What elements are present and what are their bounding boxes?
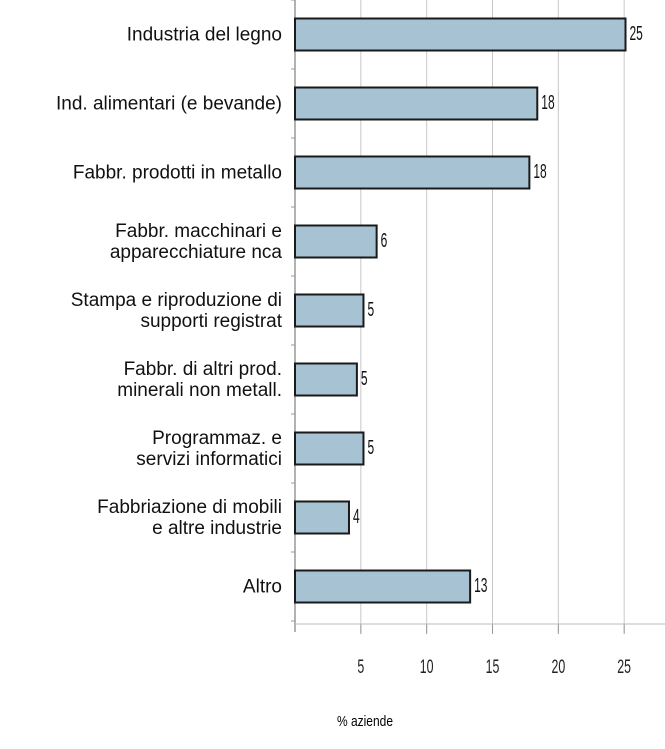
data-label: 18 — [541, 92, 554, 114]
y-tick-label: Fabbriazione di mobili e altre industrie — [97, 496, 282, 539]
bar — [294, 500, 350, 535]
y-tick-label: Stampa e riproduzione di supporti regist… — [70, 289, 282, 332]
data-label: 18 — [533, 161, 546, 183]
bar — [294, 86, 539, 121]
bar — [294, 17, 627, 52]
data-label: 25 — [629, 23, 642, 45]
bar — [294, 431, 365, 466]
bar — [294, 362, 358, 397]
bar — [294, 224, 378, 259]
bar — [294, 155, 531, 190]
bar — [294, 293, 365, 328]
bar — [294, 569, 472, 604]
data-label: 13 — [474, 575, 487, 597]
y-tick-label: Programmaz. e servizi informatici — [136, 427, 282, 470]
x-axis-title: % aziende — [337, 713, 393, 730]
data-label: 4 — [353, 506, 360, 528]
x-tick-label: 25 — [617, 656, 631, 677]
y-tick-label: Fabbr. di altri prod. minerali non metal… — [117, 358, 282, 401]
data-label: 5 — [361, 368, 368, 390]
y-tick-label: Fabbr. prodotti in metallo — [72, 162, 282, 183]
y-tick-label: Fabbr. macchinari e apparecchiature nca — [109, 220, 282, 263]
y-tick-label: Industria del legno — [126, 24, 282, 45]
data-label: 5 — [367, 437, 374, 459]
y-tick-label: Altro — [242, 576, 282, 597]
x-tick-label: 20 — [551, 656, 565, 677]
y-tick-label: Ind. alimentari (e bevande) — [55, 93, 282, 114]
data-label: 6 — [381, 230, 388, 252]
x-tick-label: 10 — [420, 656, 434, 677]
data-label: 5 — [367, 299, 374, 321]
x-tick-label: 5 — [357, 656, 364, 677]
x-tick-label: 15 — [486, 656, 500, 677]
